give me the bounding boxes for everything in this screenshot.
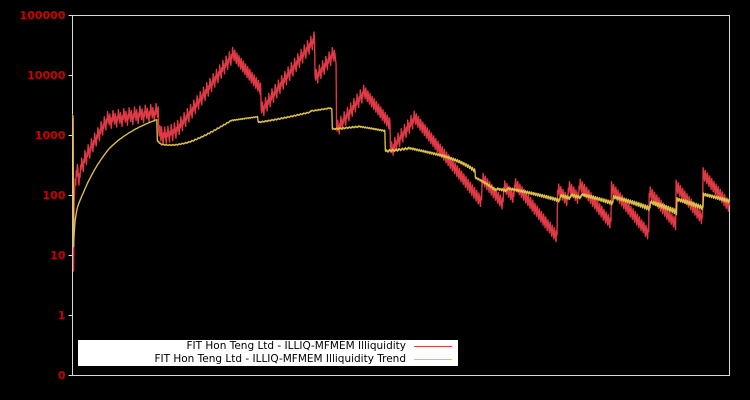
legend-label-illiquidity: FIT Hon Teng Ltd - ILLIQ-MFMEM Illiquidi… xyxy=(186,340,406,352)
y-tick-label: 100000 xyxy=(19,8,66,22)
y-tick-label: 10 xyxy=(50,248,66,262)
y-axis-ticks xyxy=(68,15,73,376)
legend-entry-illiquidity[interactable]: FIT Hon Teng Ltd - ILLIQ-MFMEM Illiquidi… xyxy=(78,340,458,353)
legend-swatch-illiquidity-trend xyxy=(414,359,452,360)
legend-swatch-illiquidity xyxy=(414,346,452,347)
y-tick-label: 100 xyxy=(42,188,66,202)
y-tick-label: 10000 xyxy=(27,68,66,82)
legend-entry-illiquidity-trend[interactable]: FIT Hon Teng Ltd - ILLIQ-MFMEM Illiquidi… xyxy=(78,353,458,366)
legend-label-illiquidity-trend: FIT Hon Teng Ltd - ILLIQ-MFMEM Illiquidi… xyxy=(154,353,406,365)
series-line-illiquidity xyxy=(71,31,731,272)
chart-legend[interactable]: FIT Hon Teng Ltd - ILLIQ-MFMEM Illiquidi… xyxy=(78,340,458,366)
y-tick-label: 1 xyxy=(57,308,66,322)
y-tick-label: 0 xyxy=(57,368,66,382)
plot-axes-frame xyxy=(72,15,730,376)
y-tick-label: 1000 xyxy=(34,128,66,142)
series-line-illiquidity-trend xyxy=(71,107,731,248)
